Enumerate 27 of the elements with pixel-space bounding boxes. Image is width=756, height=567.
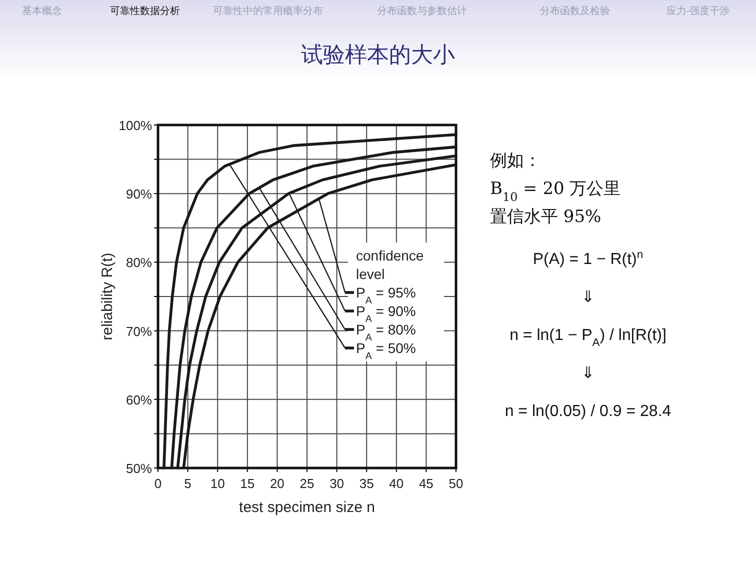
y-tick-label: 90% (126, 186, 152, 202)
x-tick-label: 25 (300, 476, 314, 491)
x-tick-label: 5 (184, 476, 192, 491)
y-tick-label: 100% (118, 118, 152, 133)
x-tick-label: 30 (330, 476, 344, 491)
x-tick-label: 0 (154, 476, 162, 491)
legend-title: confidence level (356, 248, 424, 282)
x-tick-label: 45 (418, 476, 434, 491)
legend-label: P$_{A}$ = 90% (356, 303, 416, 324)
legend-label: P$_{A}$ = 80% (356, 322, 416, 343)
y-tick-label: 60% (126, 392, 152, 408)
legend-label: P$_{A}$ = 95% (356, 284, 416, 306)
x-tick-label: 15 (240, 476, 255, 491)
x-tick-label: 50 (448, 476, 464, 491)
notes: 例如： B$_{10}$ = 20 万公里 置信水平 95% P(A) = 1 − R(t)$^{n}$ ⇓ n = ln(1 − P$_{A}$) / ln[R(t)] ⇓ n = ln(0.05) / 0.9 = 28.4 (490, 151, 672, 420)
x-tick-label: 20 (270, 476, 284, 491)
x-tick-label: 10 (210, 476, 225, 491)
legend-label: P$_{A}$ = 50% (356, 340, 416, 362)
y-tick-label: 70% (126, 324, 152, 339)
y-axis-title: reliability R(t) (99, 252, 116, 340)
x-tick-label: 40 (389, 476, 404, 491)
x-axis-title: test specimen size n (239, 499, 375, 516)
y-tick-label: 80% (126, 255, 152, 270)
y-tick-label: 50% (126, 461, 152, 476)
navigation: 基本概念 可靠性数据分析 可靠性中的常用概率分布 分布函数与参数估计 分布函数及检验 应力-强度干涉 (22, 6, 730, 17)
chart-title: 试验样本的大小 (301, 43, 455, 68)
x-tick-label: 35 (359, 476, 374, 491)
